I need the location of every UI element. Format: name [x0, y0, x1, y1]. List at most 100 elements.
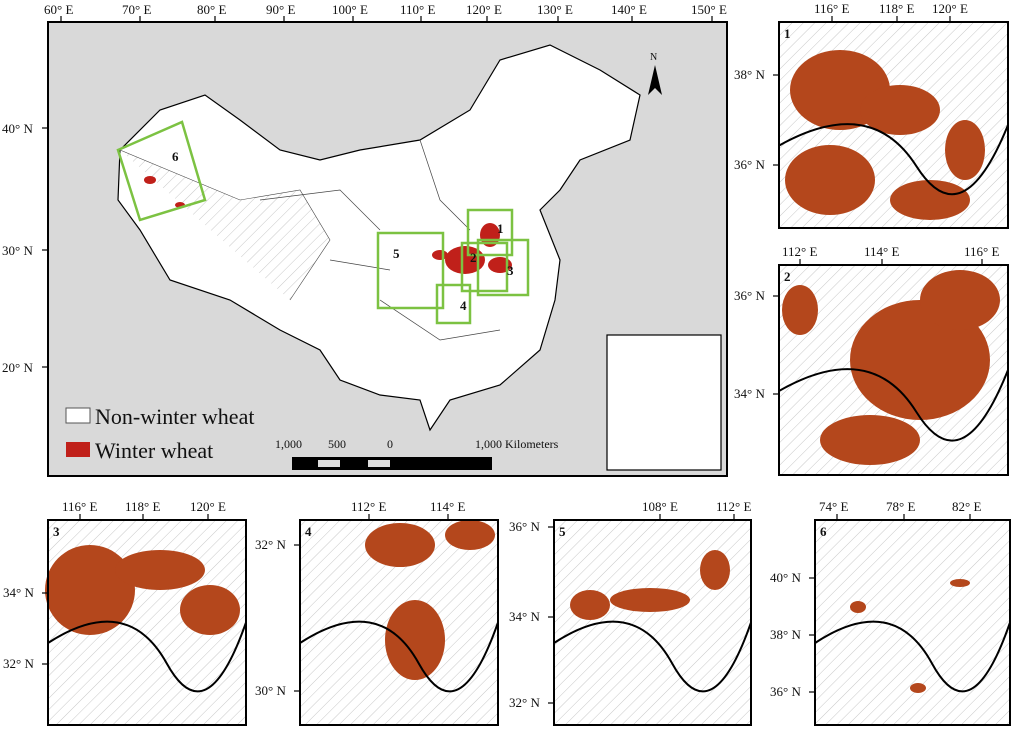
tick-label: 36° N: [509, 519, 540, 534]
winter-wheat-area: [180, 585, 240, 635]
tick-label: 114° E: [430, 499, 465, 514]
tick-label: 112° E: [782, 244, 817, 259]
tick-label: 36° N: [734, 288, 765, 303]
winter-wheat-area: [385, 600, 445, 680]
winter-wheat-area: [850, 601, 866, 613]
tick-label: 30° N: [2, 243, 33, 258]
legend: Non-winter wheat Winter wheat: [65, 404, 254, 463]
tick-label: 130° E: [537, 2, 573, 17]
winter-wheat-area: [782, 285, 818, 335]
scale-label: 500: [328, 437, 346, 451]
winter-wheat-area: [890, 180, 970, 220]
box-label: 4: [460, 298, 467, 313]
tick-label: 120° E: [190, 499, 226, 514]
winter-wheat-area: [700, 550, 730, 590]
winter-wheat-area: [860, 85, 940, 135]
province-boundary: [299, 620, 499, 693]
province-boundary: [778, 123, 1009, 196]
box-label: 2: [470, 250, 477, 265]
winter-wheat-area: [445, 520, 495, 550]
tick-label: 34° N: [509, 609, 540, 624]
tick-label: 118° E: [879, 1, 914, 16]
north-arrow: N: [648, 52, 662, 95]
lat-axis: 40° N 30° N 20° N: [2, 121, 33, 375]
tick-label: 110° E: [400, 2, 435, 17]
north-label: N: [650, 52, 657, 63]
tick-label: 82° E: [952, 499, 981, 514]
tick-label: 114° E: [864, 244, 899, 259]
detail-panel-6: 6 74° E 78° E 82° E 40° N 38° N 36° N: [770, 499, 1011, 726]
winter-wheat-area: [610, 588, 690, 612]
tick-label: 78° E: [886, 499, 915, 514]
tick-label: 112° E: [716, 499, 751, 514]
tick-label: 74° E: [819, 499, 848, 514]
tick-label: 150° E: [691, 2, 727, 17]
detail-panel-1: 1 116° E 118° E 120° E 38° N 36° N: [734, 1, 1009, 229]
tick-label: 108° E: [642, 499, 678, 514]
scale-label: 1,000 Kilometers: [475, 437, 559, 451]
main-map: 1 2 3 4 5 6 N Non-winter wheat Winter wh…: [2, 2, 728, 477]
tick-label: 120° E: [466, 2, 502, 17]
panel-number: 5: [559, 524, 566, 539]
winter-wheat-area: [365, 523, 435, 567]
scale-bar: 1,000 500 0 1,000 Kilometers: [275, 437, 559, 470]
tick-label: 116° E: [964, 244, 999, 259]
inset-south-china-sea: [606, 334, 722, 471]
panel-number: 3: [53, 524, 60, 539]
tick-label: 120° E: [932, 1, 968, 16]
panel-number: 1: [784, 26, 791, 41]
tick-label: 30° N: [255, 683, 286, 698]
box-label: 6: [172, 149, 179, 164]
winter-wheat-area: [850, 300, 990, 420]
detail-panel-5: 5 108° E 112° E 36° N 34° N 32° N: [509, 499, 752, 726]
panel-number: 2: [784, 269, 791, 284]
legend-winter-wheat: Winter wheat: [95, 438, 213, 463]
tick-label: 20° N: [2, 360, 33, 375]
tick-label: 70° E: [122, 2, 151, 17]
province-boundary: [553, 620, 752, 693]
tick-label: 32° N: [509, 695, 540, 710]
tick-label: 32° N: [255, 537, 286, 552]
tick-label: 36° N: [734, 157, 765, 172]
province-boundary: [814, 620, 1011, 693]
winter-wheat-area: [785, 145, 875, 215]
tick-label: 116° E: [814, 1, 849, 16]
tick-label: 100° E: [332, 2, 368, 17]
tick-label: 32° N: [3, 656, 34, 671]
tick-label: 38° N: [734, 67, 765, 82]
box-label: 1: [497, 221, 504, 236]
tick-label: 60° E: [44, 2, 73, 17]
tick-label: 40° N: [770, 570, 801, 585]
winter-wheat-area: [570, 590, 610, 620]
winter-wheat-area: [945, 120, 985, 180]
scale-label: 1,000: [275, 437, 302, 451]
lon-axis: 60° E 70° E 80° E 90° E 100° E 110° E 12…: [44, 2, 727, 17]
winter-wheat-area: [820, 415, 920, 465]
detail-panel-2: 2 112° E 114° E 116° E 36° N 34° N: [734, 244, 1009, 476]
panel-number: 4: [305, 524, 312, 539]
winter-wheat-area: [115, 550, 205, 590]
tick-label: 112° E: [351, 499, 386, 514]
box-label: 5: [393, 246, 400, 261]
province-boundary: [47, 620, 247, 693]
winter-wheat-area: [920, 270, 1000, 330]
tick-label: 34° N: [3, 585, 34, 600]
box-labels: 1 2 3 4 5 6: [172, 149, 514, 313]
winter-wheat-area: [950, 579, 970, 587]
detail-panel-4: 4 112° E 114° E 32° N 30° N: [255, 499, 499, 726]
panel-number: 6: [820, 524, 827, 539]
tick-label: 140° E: [611, 2, 647, 17]
tick-label: 34° N: [734, 386, 765, 401]
tick-label: 40° N: [2, 121, 33, 136]
winter-wheat-area: [45, 545, 135, 635]
study-boxes: [116, 120, 530, 325]
tick-label: 80° E: [197, 2, 226, 17]
box-label: 3: [507, 263, 514, 278]
tick-label: 36° N: [770, 684, 801, 699]
tick-label: 90° E: [266, 2, 295, 17]
legend-non-winter-wheat: Non-winter wheat: [95, 404, 254, 429]
province-boundary: [778, 368, 1009, 442]
tick-label: 116° E: [62, 499, 97, 514]
